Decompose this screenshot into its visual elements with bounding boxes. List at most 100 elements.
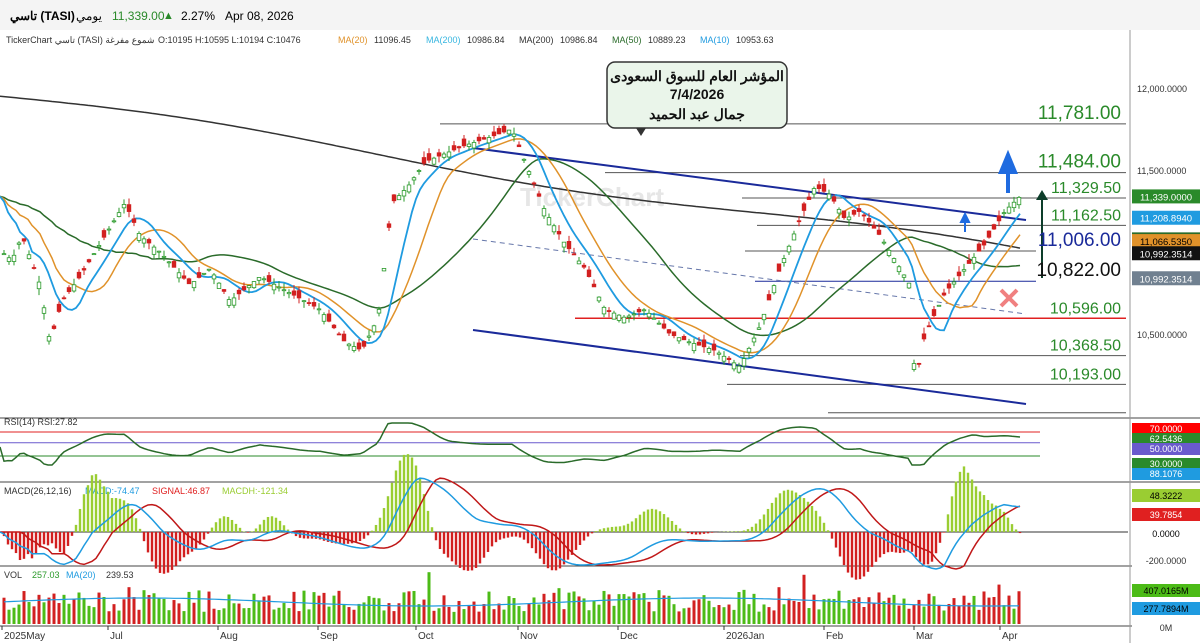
candle-body: [681, 336, 687, 341]
candle-body: [686, 341, 692, 344]
volume-bar: [42, 602, 46, 624]
price-tag-label: 11,208.8940: [1140, 214, 1192, 225]
volume-bar: [297, 611, 301, 624]
macd-hist-bar: [914, 532, 918, 558]
macd-hist-bar: [70, 532, 74, 536]
macd-hist-bar: [1010, 524, 1014, 532]
volume-bar: [837, 590, 841, 624]
macd-hist-bar: [122, 500, 126, 532]
volume-bar: [827, 598, 831, 624]
volume-bar: [122, 599, 126, 624]
macd-hist-bar: [942, 532, 946, 533]
macd-hist-bar: [946, 514, 950, 532]
volume-bar: [507, 596, 511, 624]
period-label[interactable]: يومي: [76, 9, 102, 23]
macd-hist-bar: [966, 472, 970, 532]
candle-body: [16, 242, 22, 245]
macd-hist-bar: [82, 494, 86, 532]
macd-hist-bar: [262, 519, 266, 532]
volume-bar: [77, 592, 81, 624]
candle-body: [276, 286, 282, 289]
candle-body: [546, 217, 552, 226]
macd-hist-bar: [802, 498, 806, 532]
up-arrow-icon: [959, 211, 971, 232]
macd-hist-bar: [658, 511, 662, 532]
macd-hist-bar: [506, 532, 510, 538]
candle-body: [931, 309, 937, 316]
candle-body: [711, 343, 717, 351]
macd-signal-label: SIGNAL:46.87: [152, 486, 210, 496]
macd-hist-bar: [450, 532, 454, 562]
macd-hist-bar: [614, 526, 618, 532]
macd-hist-bar: [490, 532, 494, 547]
macd-hist-bar: [378, 517, 382, 532]
candle-body: [571, 253, 577, 256]
macd-hist-bar: [570, 532, 574, 555]
volume-bar: [152, 593, 156, 624]
price-tag-label: 11,339.0000: [1140, 192, 1192, 203]
candle-body: [56, 303, 62, 312]
volume-bar: [437, 608, 441, 624]
macd-hist-bar: [586, 532, 590, 537]
macd-hist-bar: [810, 506, 814, 532]
price-tag-bg: [1132, 246, 1200, 261]
macd-hist-bar: [750, 526, 754, 532]
volume-bar: [262, 596, 266, 624]
volume-bar: [492, 609, 496, 624]
x-axis-label: Jul: [110, 631, 123, 642]
volume-bar: [347, 607, 351, 624]
volume-ma-value: 239.53: [106, 570, 134, 580]
rsi-tag-label: 70.0000: [1150, 424, 1183, 434]
volume-bar: [692, 600, 696, 624]
volume-bar: [172, 600, 176, 624]
volume-bar: [1017, 591, 1021, 624]
volume-bar: [847, 600, 851, 624]
annotation-line2: 7/4/2026: [670, 86, 725, 102]
macd-hist-bar: [666, 517, 670, 532]
rsi-tag-label: 50.0000: [1150, 444, 1183, 454]
candle-body: [936, 304, 942, 307]
volume-bar: [307, 609, 311, 624]
volume-bar: [137, 609, 141, 624]
candle-body: [741, 358, 747, 367]
macd-hist-bar: [594, 531, 598, 532]
candle-body: [251, 281, 257, 289]
macd-hist-bar: [530, 532, 534, 549]
volume-bar: [317, 595, 321, 624]
symbol-name[interactable]: تاسي (TASI): [10, 9, 75, 23]
macd-hist-bar: [670, 520, 674, 532]
macd-hist-bar: [990, 503, 994, 532]
volume-bar: [207, 591, 211, 624]
macd-hist-bar: [630, 521, 634, 532]
volume-bar: [97, 592, 101, 624]
candle-body: [496, 128, 502, 135]
macd-hist-bar: [922, 532, 926, 565]
macd-hist-bar: [686, 532, 690, 534]
macd-hist-bar: [826, 530, 830, 532]
macd-hist-bar: [1006, 517, 1010, 532]
volume-bar: [432, 610, 436, 624]
volume-bar: [742, 589, 746, 624]
volume-bar: [212, 608, 216, 624]
volume-bar: [547, 600, 551, 624]
chart-canvas[interactable]: TickerChart تاسي (TASI) شموع مفرغة O:1019…: [0, 30, 1200, 643]
ma-value: 10889.23: [648, 35, 686, 45]
macd-hist-bar: [494, 532, 498, 543]
last-price: 11,339.00: [112, 9, 165, 23]
macd-hist-bar: [86, 485, 90, 532]
candle-body: [271, 283, 277, 291]
macd-hist-bar: [542, 532, 546, 565]
volume-tag-bg: [1132, 621, 1200, 634]
volume-bar: [202, 611, 206, 624]
price-axis-tick: 12,000.0000: [1137, 84, 1187, 94]
candle-body: [1016, 196, 1022, 206]
volume-bar: [2, 597, 6, 624]
volume-bar: [62, 594, 66, 624]
volume-bar: [312, 592, 316, 624]
volume-bar: [762, 604, 766, 624]
candle-body: [361, 341, 367, 347]
macd-hist-bar: [674, 524, 678, 532]
price-level-label: 10,596.00: [1050, 300, 1121, 317]
volume-bar: [972, 595, 976, 624]
candle-body: [886, 249, 892, 256]
